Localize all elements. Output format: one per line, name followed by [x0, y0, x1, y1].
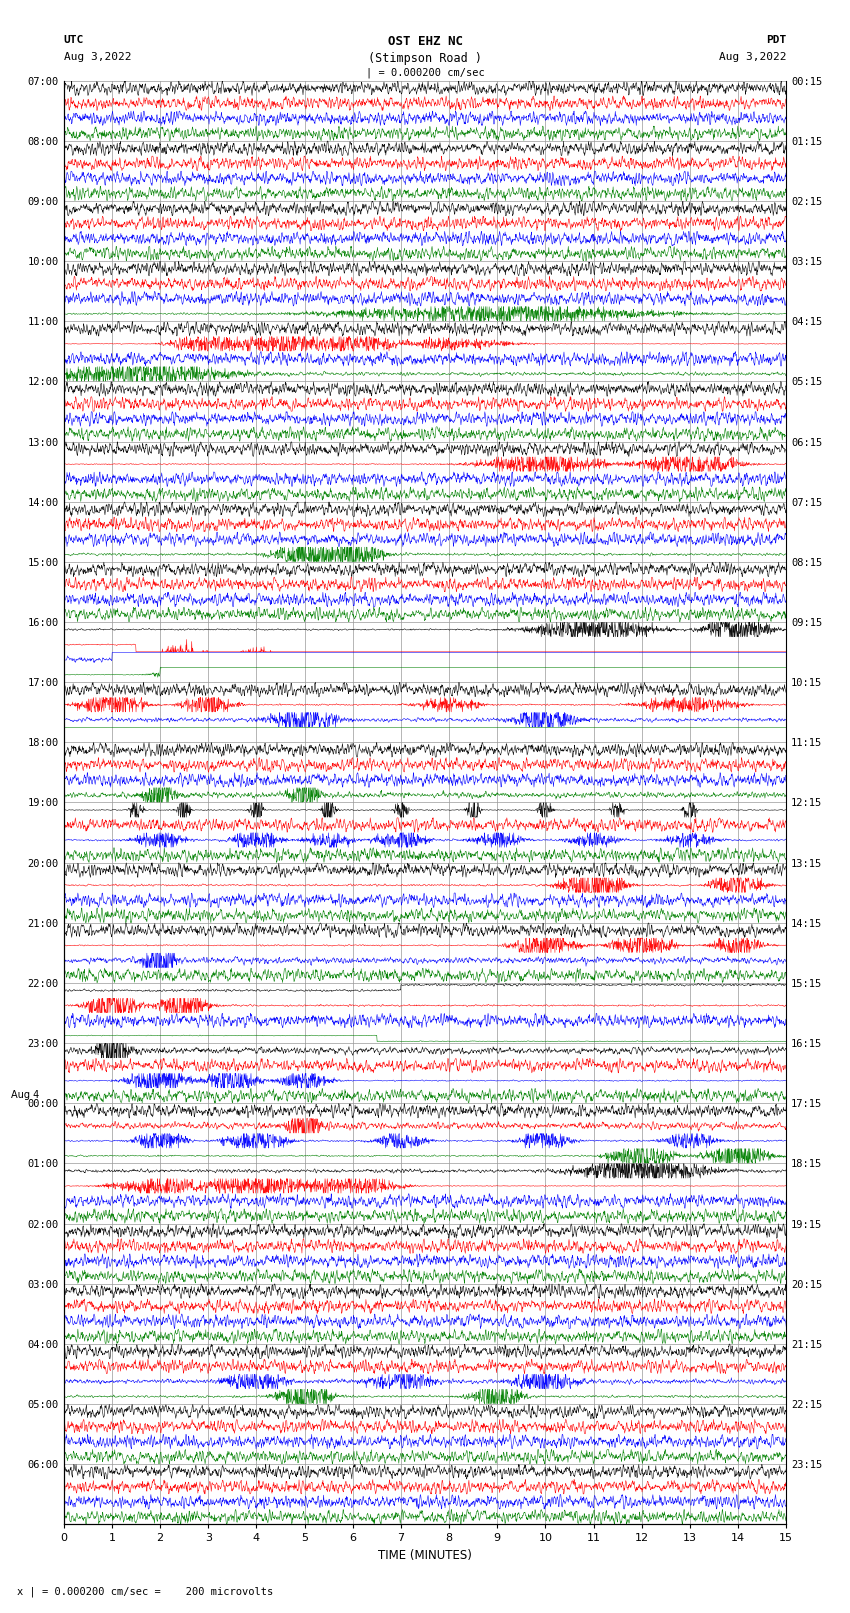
- Text: UTC: UTC: [64, 35, 84, 45]
- X-axis label: TIME (MINUTES): TIME (MINUTES): [378, 1548, 472, 1561]
- Text: PDT: PDT: [766, 35, 786, 45]
- Text: (Stimpson Road ): (Stimpson Road ): [368, 52, 482, 65]
- Text: Aug 4: Aug 4: [11, 1090, 40, 1100]
- Text: Aug 3,2022: Aug 3,2022: [64, 52, 131, 61]
- Text: x | = 0.000200 cm/sec =    200 microvolts: x | = 0.000200 cm/sec = 200 microvolts: [17, 1586, 273, 1597]
- Text: | = 0.000200 cm/sec: | = 0.000200 cm/sec: [366, 68, 484, 79]
- Text: OST EHZ NC: OST EHZ NC: [388, 35, 462, 48]
- Text: Aug 3,2022: Aug 3,2022: [719, 52, 786, 61]
